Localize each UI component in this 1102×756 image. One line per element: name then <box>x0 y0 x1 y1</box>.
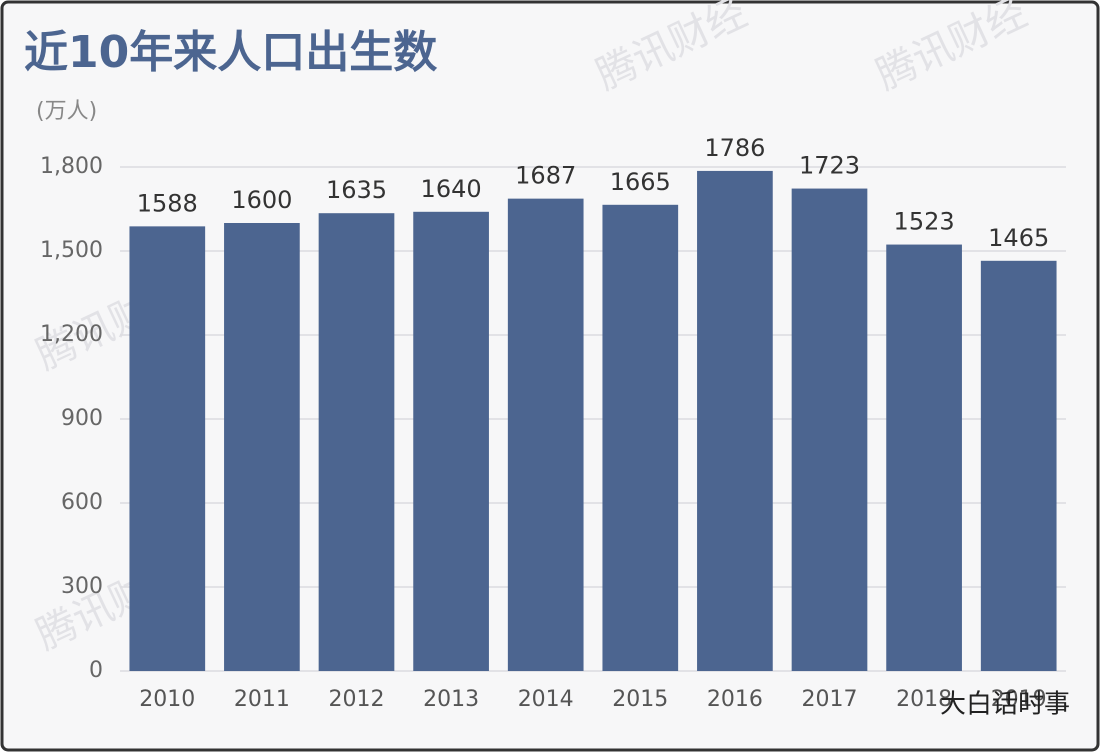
x-tick-label: 2012 <box>329 687 385 712</box>
value-label: 1640 <box>421 175 482 203</box>
value-label: 1786 <box>704 134 765 162</box>
value-label: 1635 <box>326 176 387 204</box>
chart-title: 近10年来人口出生数 <box>24 27 437 78</box>
x-tick-label: 2017 <box>802 687 858 712</box>
x-tick-label: 2013 <box>423 687 479 712</box>
value-label: 1600 <box>231 186 292 214</box>
x-tick-label: 2011 <box>234 687 290 712</box>
x-tick-label: 2015 <box>612 687 668 712</box>
bar <box>791 188 868 671</box>
bar <box>507 198 584 671</box>
bar <box>413 211 489 672</box>
source-mark: 大白话时事 <box>940 690 1070 720</box>
value-label: 1723 <box>799 152 860 180</box>
y-tick-label: 1,500 <box>40 238 103 263</box>
bar <box>697 170 773 672</box>
y-tick-label: 0 <box>89 658 103 683</box>
bar <box>980 260 1057 671</box>
y-tick-label: 1,200 <box>40 322 103 347</box>
value-label: 1523 <box>894 208 955 236</box>
bar <box>886 244 962 671</box>
y-unit: (万人) <box>36 99 97 124</box>
x-tick-label: 2018 <box>896 687 952 712</box>
value-label: 1665 <box>610 168 671 196</box>
y-tick-label: 600 <box>61 490 103 515</box>
x-tick-label: 2010 <box>139 687 195 712</box>
y-tick-label: 300 <box>61 574 103 599</box>
y-tick-label: 1,800 <box>40 154 103 179</box>
x-tick-label: 2019 <box>991 687 1047 712</box>
bar <box>602 204 679 672</box>
bar <box>318 213 395 671</box>
value-label: 1465 <box>988 224 1049 252</box>
bar <box>224 223 300 671</box>
x-tick-label: 2016 <box>707 687 763 712</box>
bar <box>129 226 206 672</box>
x-tick-label: 2014 <box>518 687 574 712</box>
y-tick-label: 900 <box>61 406 103 431</box>
value-label: 1687 <box>515 162 576 190</box>
value-label: 1588 <box>137 189 198 217</box>
